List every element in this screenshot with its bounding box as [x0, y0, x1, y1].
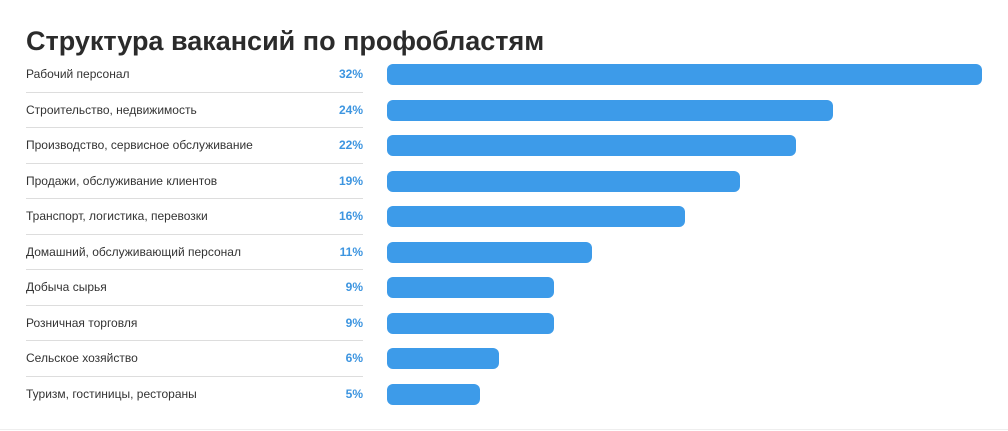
bar — [387, 348, 499, 369]
bar-chart: Рабочий персонал 32% Строительство, недвиж… — [0, 57, 1008, 412]
bar-row: Строительство, недвижимость 24% — [0, 93, 1008, 128]
category-label: Рабочий персонал — [26, 67, 130, 81]
category-label: Домашний, обслуживающий персонал — [26, 244, 241, 259]
value-label: 16% — [338, 209, 363, 223]
bottom-divider — [0, 429, 1008, 430]
bar-row: Домашний, обслуживающий персонал 11% — [0, 235, 1008, 270]
value-label: 5% — [345, 386, 363, 401]
bar — [387, 206, 685, 227]
category-label: Добыча сырья — [26, 280, 107, 294]
bar — [387, 135, 796, 156]
bar-row: Розничная торговля 9% — [0, 306, 1008, 341]
row-divider — [26, 91, 363, 93]
row-divider — [26, 375, 363, 377]
bar-row: Туризм, гостиницы, рестораны 5% — [0, 377, 1008, 413]
bar — [387, 277, 554, 298]
value-label: 19% — [338, 173, 363, 188]
category-label: Продажи, обслуживание клиентов — [26, 173, 218, 188]
value-label: 6% — [345, 351, 363, 365]
row-divider — [26, 269, 363, 270]
value-label: 24% — [338, 102, 363, 117]
row-divider — [26, 162, 363, 164]
bar-row: Транспорт, логистика, перевозки 16% — [0, 199, 1008, 235]
value-label: 11% — [339, 244, 363, 259]
row-divider — [26, 198, 363, 199]
row-divider — [26, 233, 363, 235]
value-label: 9% — [345, 280, 363, 294]
category-label: Туризм, гостиницы, рестораны — [26, 386, 197, 401]
bar — [387, 383, 480, 405]
bar-row: Производство, сервисное обслуживание 22% — [0, 128, 1008, 164]
category-label: Строительство, недвижимость — [26, 102, 197, 117]
row-divider — [26, 340, 363, 341]
bar — [387, 312, 554, 334]
bar — [387, 64, 982, 85]
bar — [387, 241, 592, 263]
value-label: 22% — [338, 138, 363, 152]
value-label: 9% — [345, 315, 363, 330]
chart-title: Структура вакансий по профобластям — [26, 26, 545, 56]
bar-row: Добыча сырья 9% — [0, 270, 1008, 306]
row-divider — [26, 304, 363, 306]
category-label: Сельское хозяйство — [26, 351, 138, 365]
bar — [387, 170, 740, 192]
value-label: 32% — [338, 67, 363, 81]
bar-row: Продажи, обслуживание клиентов 19% — [0, 164, 1008, 199]
category-label: Производство, сервисное обслуживание — [26, 138, 253, 152]
bar-row: Рабочий персонал 32% — [0, 57, 1008, 93]
row-divider — [26, 127, 363, 128]
bar — [387, 99, 833, 121]
category-label: Розничная торговля — [26, 315, 138, 330]
bar-row: Сельское хозяйство 6% — [0, 341, 1008, 377]
category-label: Транспорт, логистика, перевозки — [26, 209, 208, 223]
